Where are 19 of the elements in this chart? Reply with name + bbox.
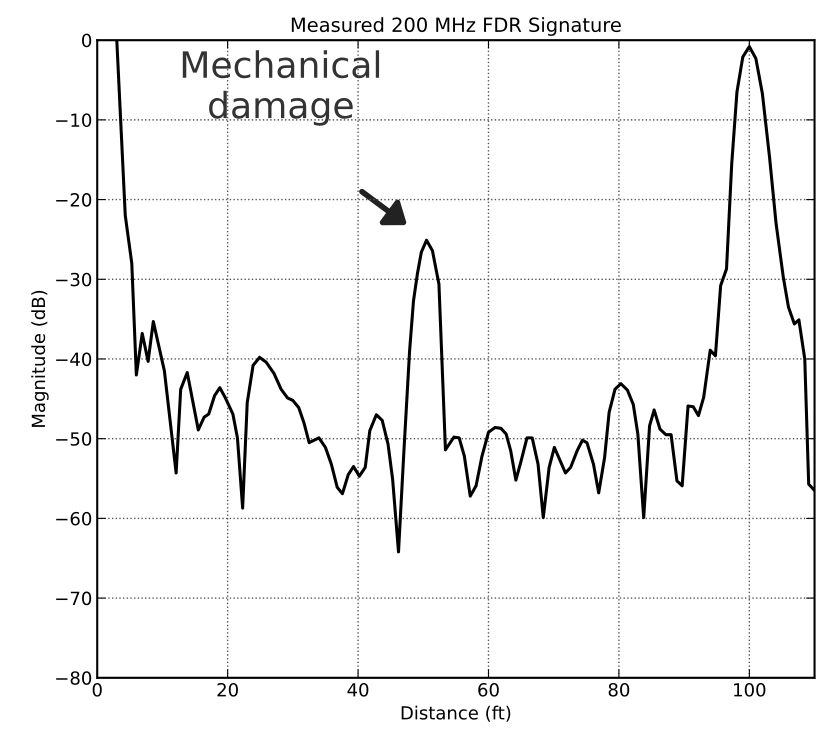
y-tick-label: −30: [56, 272, 92, 286]
y-tick-label: −60: [56, 512, 92, 526]
y-axis-title: Magnitude (dB): [31, 290, 49, 427]
y-tick-label: −10: [56, 113, 92, 127]
y-tick-label: −40: [56, 352, 92, 366]
y-tick-label: −80: [56, 671, 92, 685]
x-tick-label: 40: [347, 682, 368, 697]
chart-title: Measured 200 MHz FDR Signature: [292, 17, 621, 36]
x-tick-label: 0: [92, 682, 102, 697]
x-tick-label: 60: [478, 682, 499, 697]
x-axis-title: Distance (ft): [402, 706, 510, 722]
x-tick-label: 100: [734, 682, 766, 697]
x-tick-label: 20: [217, 682, 238, 697]
x-tick-label: 80: [608, 682, 630, 697]
y-tick-label: −70: [56, 592, 92, 606]
annotation: Mechanical damage: [182, 50, 380, 126]
y-tick-label: 0: [82, 34, 92, 48]
y-tick-label: −50: [56, 432, 92, 446]
y-tick-label: −20: [56, 193, 92, 207]
